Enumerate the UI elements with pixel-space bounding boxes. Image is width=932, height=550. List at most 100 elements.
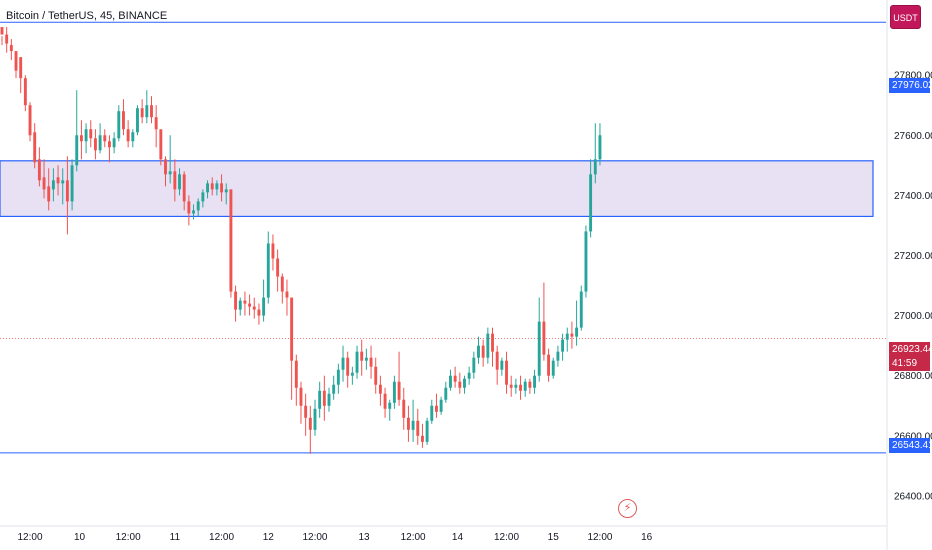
candle-body <box>570 333 574 337</box>
candle <box>519 375 522 400</box>
candle-body <box>561 339 565 352</box>
candle-body <box>299 387 303 406</box>
candle <box>126 120 130 148</box>
candle <box>103 129 107 148</box>
candle-body <box>449 375 452 388</box>
candle <box>65 156 69 235</box>
candle-body <box>56 177 60 184</box>
candle <box>243 291 247 316</box>
candle-body <box>514 384 518 388</box>
candle <box>47 168 51 211</box>
candle-body <box>271 243 275 259</box>
lightning-icon[interactable]: ⚡ <box>618 499 637 518</box>
candle-body <box>220 183 224 193</box>
candle <box>327 387 331 412</box>
candle <box>369 345 373 379</box>
candle-body <box>327 393 331 406</box>
candle-body <box>481 345 485 358</box>
candle-body <box>131 132 135 142</box>
candle <box>206 180 209 199</box>
candle <box>378 375 382 406</box>
y-tick-label: 27000.00 <box>894 311 932 322</box>
candle-body <box>416 420 420 436</box>
candle <box>192 204 195 220</box>
candle <box>332 375 336 400</box>
candle-body <box>28 105 32 136</box>
candle-body <box>589 174 593 232</box>
candle <box>505 351 508 394</box>
candle-body <box>47 186 51 202</box>
candle-body <box>173 171 177 190</box>
candle <box>579 285 583 331</box>
candle-body <box>500 360 504 370</box>
x-tick-label: 12:00 <box>18 532 43 543</box>
candle-body <box>112 138 116 148</box>
candle-body <box>509 384 513 388</box>
candle <box>430 399 434 424</box>
candle <box>575 300 579 346</box>
candle-body <box>523 381 527 391</box>
candle-body <box>420 435 424 442</box>
candle <box>276 249 280 292</box>
candle-body <box>98 135 102 151</box>
candle-body <box>322 390 326 406</box>
candle <box>136 105 139 136</box>
candle-body <box>285 291 289 298</box>
candle <box>406 405 410 442</box>
candle-body <box>93 138 97 151</box>
candle <box>551 357 555 379</box>
candle-body <box>378 384 382 394</box>
candle-body <box>528 381 532 388</box>
y-tick-label: 26800.00 <box>894 371 932 382</box>
candle <box>70 159 74 211</box>
candle <box>28 102 32 142</box>
candle <box>234 285 238 322</box>
candle <box>117 105 121 142</box>
x-tick-label: 10 <box>74 532 86 543</box>
x-tick-label: 13 <box>358 532 370 543</box>
candle <box>84 123 88 154</box>
candle-body <box>533 375 537 388</box>
candle <box>173 159 177 202</box>
candle-body <box>150 105 153 118</box>
candle-body <box>369 357 373 367</box>
candle-body <box>192 210 195 214</box>
candle-body <box>154 117 158 130</box>
candle-body <box>290 297 294 361</box>
candle-body <box>360 351 364 361</box>
candle-body <box>234 291 238 310</box>
candle <box>266 231 270 304</box>
x-tick-label: 12 <box>263 532 275 543</box>
candle-body <box>126 129 130 142</box>
candle <box>294 354 298 406</box>
candle <box>547 348 551 382</box>
candle <box>486 327 490 364</box>
candle-body <box>70 165 74 202</box>
candle <box>238 297 242 316</box>
candle-body <box>42 177 46 190</box>
candle <box>355 345 359 379</box>
candle-body <box>332 384 336 394</box>
candle-body <box>397 381 401 400</box>
x-tick-label: 11 <box>170 532 181 543</box>
candle-body <box>598 135 602 160</box>
candle <box>458 372 462 394</box>
candle <box>257 303 261 325</box>
y-tick-label: 26600.00 <box>894 431 932 442</box>
candle-body <box>252 306 256 310</box>
candle <box>392 375 396 409</box>
candle <box>542 282 546 361</box>
candle <box>383 387 387 418</box>
y-tick-label: 27200.00 <box>894 251 932 262</box>
candle-body <box>575 327 579 337</box>
candle <box>336 363 340 394</box>
candle <box>420 423 424 448</box>
x-tick-label: 12:00 <box>401 532 426 543</box>
candle <box>178 168 181 196</box>
currency-button[interactable]: USDT <box>890 5 921 29</box>
symbol-legend[interactable]: Bitcoin / TetherUS, 45, BINANCE <box>6 10 168 22</box>
candle-body <box>187 201 191 214</box>
candle-body <box>547 354 551 376</box>
